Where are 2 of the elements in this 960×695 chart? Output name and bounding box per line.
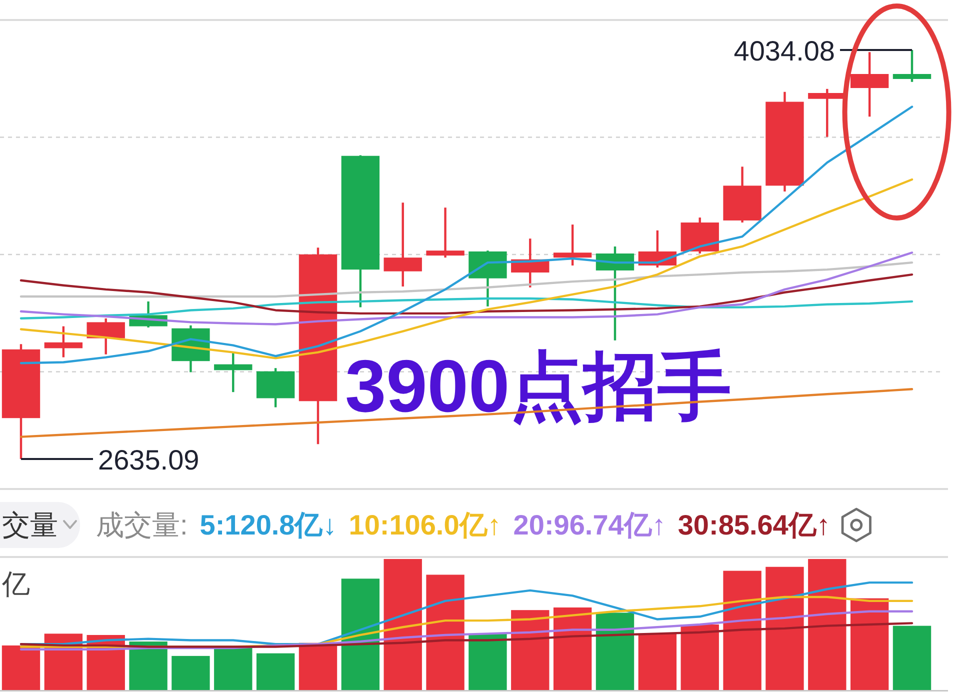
c1-ylabel: 亿 — [2, 568, 30, 600]
c1-legend-title: 成交量: — [96, 510, 188, 540]
